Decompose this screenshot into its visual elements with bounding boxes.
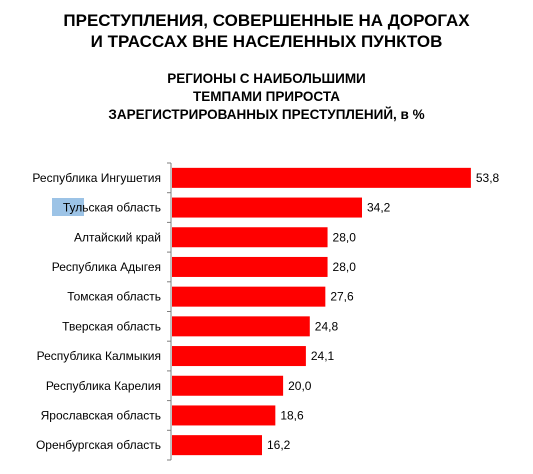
chart-subtitle: РЕГИОНЫ С НАИБОЛЬШИМИ ТЕМПАМИ ПРИРОСТА З… xyxy=(0,70,533,124)
bar xyxy=(172,167,471,188)
value-label: 53,8 xyxy=(476,171,500,185)
category-label: Республика Калмыкия xyxy=(37,349,161,363)
value-label: 27,6 xyxy=(330,290,354,304)
value-label: 24,8 xyxy=(315,319,339,333)
bar xyxy=(172,256,328,277)
category-label: Алтайский край xyxy=(74,230,161,244)
category-label: Оренбургская область xyxy=(36,438,161,452)
value-label: 20,0 xyxy=(288,379,312,393)
bar xyxy=(172,316,310,337)
value-label: 28,0 xyxy=(333,260,357,274)
category-label: Республика Ингушетия xyxy=(32,171,161,185)
bar xyxy=(172,375,284,396)
bar xyxy=(172,435,262,456)
chart-title-line-2: И ТРАССАХ ВНЕ НАСЕЛЕННЫХ ПУНКТОВ xyxy=(90,32,443,51)
category-label: Республика Карелия xyxy=(46,379,161,393)
category-label: Тверская область xyxy=(62,319,161,333)
bar xyxy=(172,346,306,367)
text-selection-highlight xyxy=(52,198,84,216)
chart-subtitle-line-2: ТЕМПАМИ ПРИРОСТА xyxy=(193,89,340,104)
category-label: Тульская область xyxy=(63,201,161,215)
chart-title: ПРЕСТУПЛЕНИЯ, СОВЕРШЕННЫЕ НА ДОРОГАХ И Т… xyxy=(0,10,533,52)
chart-subtitle-line-1: РЕГИОНЫ С НАИБОЛЬШИМИ xyxy=(167,71,366,86)
value-label: 28,0 xyxy=(333,230,357,244)
category-label: Республика Адыгея xyxy=(52,260,161,274)
value-label: 18,6 xyxy=(280,408,304,422)
bar xyxy=(172,405,276,426)
category-label: Томская область xyxy=(67,290,161,304)
value-label: 16,2 xyxy=(267,438,291,452)
value-label: 24,1 xyxy=(311,349,335,363)
value-label: 34,2 xyxy=(367,201,391,215)
category-label: Ярославская область xyxy=(41,408,161,422)
chart-subtitle-line-3: ЗАРЕГИСТРИРОВАННЫХ ПРЕСТУПЛЕНИЙ, в % xyxy=(108,107,425,122)
chart-title-line-1: ПРЕСТУПЛЕНИЯ, СОВЕРШЕННЫЕ НА ДОРОГАХ xyxy=(63,11,470,30)
bar xyxy=(172,227,328,248)
bar xyxy=(172,197,362,218)
bar xyxy=(172,286,326,307)
